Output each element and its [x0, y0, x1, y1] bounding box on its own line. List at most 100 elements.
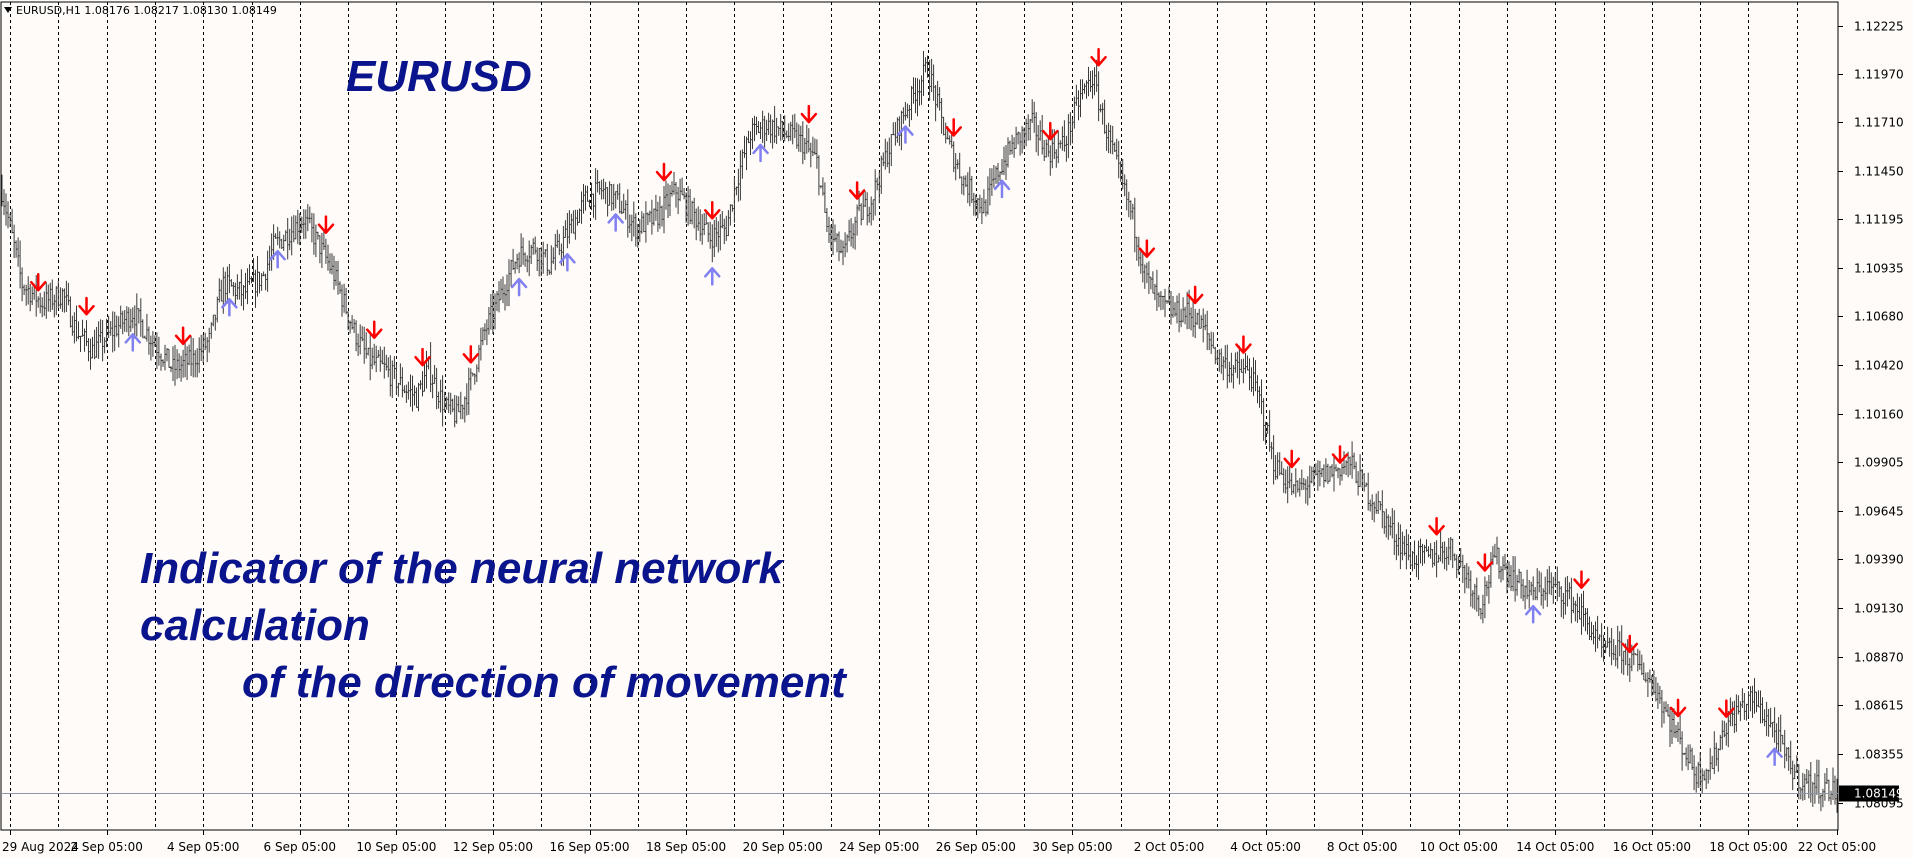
price-bar: [685, 192, 688, 223]
price-bar: [1693, 755, 1696, 791]
price-bar: [489, 294, 492, 330]
price-bar: [232, 282, 235, 297]
price-bar: [1431, 549, 1434, 568]
price-bar: [731, 204, 734, 212]
price-bar: [1660, 690, 1663, 728]
price-bar: [1713, 731, 1716, 774]
price-bar: [840, 239, 842, 254]
price-bar: [1803, 773, 1806, 800]
price-bar: [137, 308, 140, 324]
price-bar: [564, 220, 567, 238]
plot-frame: [0, 1, 1839, 831]
price-bar: [769, 114, 772, 144]
price-bar: [988, 168, 991, 206]
price-bar: [1419, 538, 1422, 564]
chart-caption: Indicator of the neural network calculat…: [140, 540, 940, 711]
price-bar: [1588, 616, 1591, 640]
price-bar: [1151, 271, 1154, 294]
price-bar: [650, 199, 653, 235]
price-bar: [1023, 127, 1026, 150]
price-bar: [634, 213, 637, 247]
price-bar: [1077, 90, 1080, 121]
price-bar: [1737, 695, 1740, 715]
price-bar: [1558, 581, 1561, 597]
price-bar: [318, 235, 321, 264]
price-bar: [1689, 744, 1692, 764]
price-bar: [41, 297, 44, 318]
price-bar: [1735, 694, 1738, 732]
price-bar: [1236, 351, 1239, 379]
price-bar: [1304, 479, 1307, 504]
price-bar: [1345, 460, 1348, 475]
price-bar: [836, 233, 838, 253]
price-bar: [675, 182, 677, 208]
price-bar: [1500, 566, 1502, 583]
price-bar: [689, 189, 692, 224]
price-bar: [1602, 634, 1605, 662]
price-bar: [1663, 701, 1665, 724]
price-bar: [1771, 721, 1774, 738]
price-bar: [1359, 454, 1362, 487]
price-bar: [435, 367, 438, 410]
price-bar: [745, 136, 748, 171]
price-bar: [1578, 596, 1581, 620]
x-tick-label: 20 Sep 05:00: [743, 840, 823, 854]
price-bar: [1483, 576, 1486, 619]
price-bar: [194, 350, 197, 378]
price-bar: [1638, 650, 1641, 670]
x-tick-label: 16 Sep 05:00: [549, 840, 629, 854]
price-bar: [1429, 543, 1432, 559]
price-bar: [1522, 579, 1525, 602]
price-bar: [1687, 744, 1690, 771]
price-bar: [1270, 441, 1273, 460]
price-bar: [1073, 96, 1076, 129]
x-tick-label: 29 Aug 2024: [2, 840, 79, 854]
price-bar: [1021, 126, 1024, 154]
price-bar: [266, 250, 269, 292]
price-bar: [314, 224, 317, 258]
x-tick-label: 4 Sep 05:00: [167, 840, 239, 854]
price-bar: [1628, 657, 1631, 682]
price-bar: [916, 78, 919, 117]
price-bar: [1244, 353, 1247, 374]
price-bar: [1274, 455, 1277, 480]
arrow-down-icon: [800, 104, 818, 124]
price-bar: [53, 294, 56, 318]
price-bar: [1568, 582, 1571, 600]
price-bar: [153, 335, 156, 347]
price-bar: [331, 253, 333, 275]
price-bar: [677, 186, 680, 215]
price-bar: [1801, 772, 1804, 801]
price-bar: [373, 343, 376, 366]
price-bar: [1212, 332, 1215, 349]
price-bar: [723, 218, 726, 245]
price-bar: [1502, 556, 1504, 581]
arrow-down-icon: [365, 320, 383, 339]
y-tick-label: 1.08870: [1854, 651, 1904, 665]
price-bar: [1343, 451, 1345, 475]
price-bar: [1200, 315, 1203, 329]
price-bar: [349, 320, 352, 334]
price-bar: [1119, 161, 1122, 182]
price-bar: [1316, 460, 1319, 491]
price-bar: [1570, 577, 1573, 624]
price-bar: [1367, 472, 1370, 511]
price-bar: [783, 115, 786, 142]
price-bar: [59, 287, 62, 309]
price-bar: [13, 224, 16, 259]
price-bar: [1761, 697, 1764, 724]
price-bar: [1045, 139, 1048, 158]
price-bar: [795, 122, 798, 149]
price-bar: [1037, 125, 1040, 156]
price-bar: [166, 348, 168, 362]
price-bar: [1584, 608, 1587, 632]
price-bar: [1290, 472, 1293, 496]
price-bar: [610, 184, 613, 211]
price-bar: [1759, 690, 1762, 724]
price-bar: [888, 137, 891, 174]
price-bar: [1596, 615, 1599, 649]
triangle-down-icon[interactable]: [4, 7, 12, 13]
price-bar: [755, 116, 758, 135]
price-bar: [1769, 707, 1772, 728]
